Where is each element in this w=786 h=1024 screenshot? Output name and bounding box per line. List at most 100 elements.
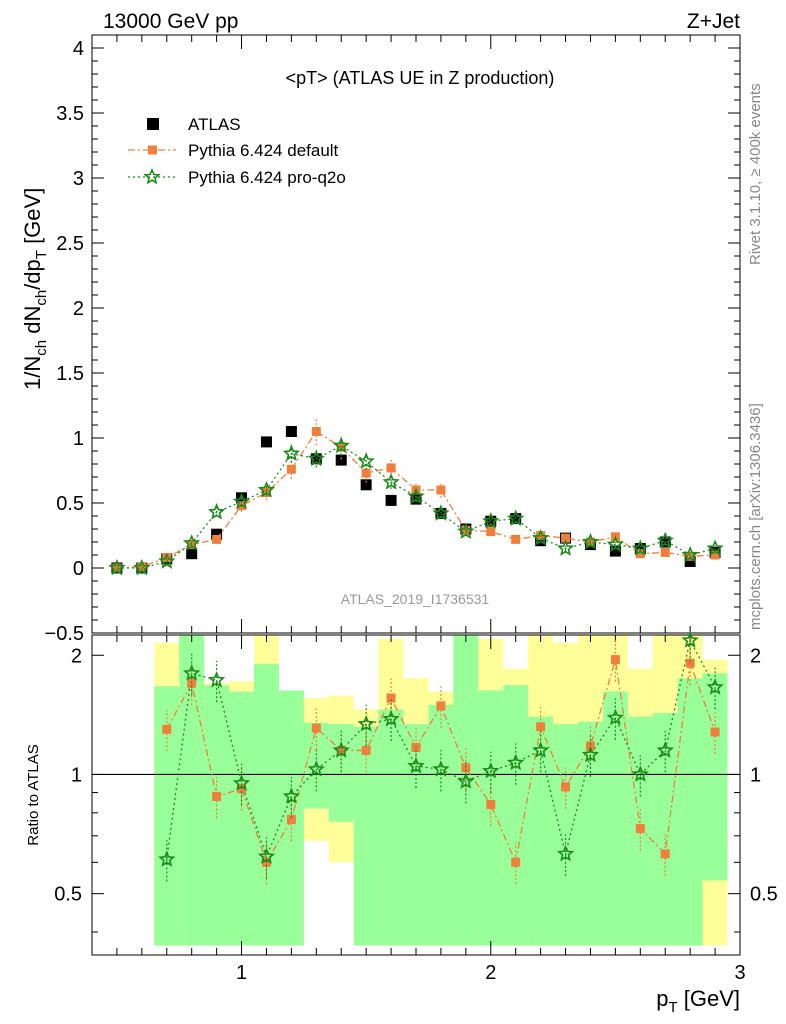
atlas-point	[360, 479, 372, 491]
x-axis-title: pT [GeV]	[656, 986, 740, 1016]
pythia-q2o-point	[532, 528, 550, 546]
pythia-q2o-point	[407, 487, 425, 504]
pythia-q2o-point	[232, 492, 251, 510]
y-tick-label: 1.5	[56, 363, 84, 385]
pythia-q2o-point	[581, 532, 600, 550]
ratio-q2o-point	[631, 765, 650, 782]
ratio-band-1sigma	[204, 685, 230, 946]
atlas-point	[609, 545, 621, 557]
ratio-default-point	[710, 727, 720, 737]
ratio-default-point	[286, 814, 296, 824]
ratio-default-point	[660, 849, 670, 859]
ratio-q2o-point	[232, 774, 251, 791]
pythia-q2o-point	[656, 531, 674, 549]
legend-entry-label: Pythia 6.424 default	[188, 141, 339, 160]
pythia-default-point	[710, 550, 720, 560]
ratio-default-point	[536, 722, 546, 732]
pythia-q2o-point	[257, 480, 276, 498]
atlas-point	[335, 454, 347, 466]
ratio-q2o-point	[307, 760, 326, 777]
x-tick-label: 2	[485, 962, 496, 984]
pythia-q2o-point	[606, 535, 624, 552]
ratio-q2o-point	[432, 760, 450, 777]
process-label: Z+Jet	[687, 10, 740, 33]
legend-entry-label: ATLAS	[188, 115, 241, 134]
ratio-q2o-point	[706, 678, 724, 695]
ratio-default-point	[561, 782, 571, 792]
pythia-q2o-point	[706, 539, 724, 556]
y-tick-label: 1	[73, 428, 84, 450]
legend-atlas-marker	[147, 118, 159, 130]
legend: ATLAS Pythia 6.424 default Pythia 6.424 pr…	[128, 115, 346, 187]
ratio-q2o-point	[382, 710, 400, 727]
pythia-default-point	[561, 533, 571, 543]
pythia-default-point	[660, 547, 670, 557]
atlas-point	[385, 494, 397, 506]
ratio-q2o-point	[581, 745, 600, 763]
ratio-y-axis-title: Ratio to ATLAS	[25, 744, 42, 845]
legend-entry-label: Pythia 6.424 pro-q2o	[188, 168, 346, 187]
y-tick-label: 3	[73, 168, 84, 190]
pythia-q2o-point	[282, 444, 300, 461]
ratio-default-point	[212, 791, 222, 801]
ratio-q2o-point	[532, 741, 550, 758]
ratio-default-point	[585, 741, 595, 751]
y-tick-label: 0.5	[56, 493, 84, 515]
pythia-q2o-line	[116, 445, 716, 569]
ratio-q2o-point	[656, 741, 674, 758]
atlas-point	[634, 543, 646, 554]
ratio-band-1sigma	[602, 691, 628, 946]
x-tick-label: 1	[236, 962, 247, 984]
ratio-default-point	[386, 693, 396, 703]
ratio-y-tick-label: 0.5	[54, 884, 82, 906]
ratio-default-point	[685, 658, 695, 668]
ratio-q2o-point	[681, 631, 699, 648]
pythia-q2o-point	[182, 534, 201, 551]
pythia-default-point	[635, 549, 645, 559]
pythia-q2o-point	[482, 512, 500, 529]
pythia-q2o-point	[332, 436, 350, 454]
pythia-q2o-point	[631, 539, 650, 556]
pythia-q2o-point	[556, 539, 575, 556]
atlas-point	[285, 426, 297, 437]
ratio-default-point	[635, 824, 645, 834]
pythia-default-point	[386, 463, 396, 473]
pythia-q2o-point	[158, 552, 176, 569]
ratio-q2o-point	[332, 741, 350, 758]
rivet-version-label: Rivet 3.1.10, ≥ 400k events	[747, 83, 764, 265]
ratio-y-tick-label: 2	[71, 645, 82, 667]
ratio-plot-area: 0.5 0.5 1 1 2 2 1 2 3	[54, 631, 778, 984]
ratio-q2o-point	[257, 847, 276, 864]
y-tick-label: 2	[73, 298, 84, 320]
pythia-default-point	[486, 527, 496, 537]
ratio-default-point	[486, 799, 496, 809]
mcplots-source-label: mcplots.cern.ch [arXiv:1306.3436]	[747, 403, 764, 630]
pythia-q2o-point	[681, 545, 699, 563]
ratio-default-point	[162, 724, 172, 734]
pythia-q2o-point	[307, 449, 326, 467]
pythia-q2o-point	[108, 558, 126, 576]
ratio-band-1sigma	[229, 691, 254, 946]
atlas-point	[186, 548, 198, 560]
ratio-band-1sigma	[254, 664, 279, 946]
y-tick-label: 2.5	[56, 233, 84, 255]
ratio-y-tick-label-right: 1	[750, 764, 761, 786]
y-tick-label: 0	[73, 558, 84, 580]
ratio-q2o-point	[556, 844, 575, 862]
ratio-default-point	[436, 701, 446, 711]
ratio-band-1sigma	[677, 678, 703, 946]
pythia-default-point	[212, 534, 222, 544]
ratio-q2o-point	[482, 762, 500, 779]
pythia-q2o-point	[506, 509, 525, 526]
pythia-q2o-point	[432, 504, 450, 521]
pythia-default-point	[311, 427, 321, 436]
x-tick-label: 3	[734, 962, 745, 984]
ratio-q2o-point	[357, 714, 375, 732]
pythia-default-point	[162, 553, 172, 563]
pythia-q2o-point	[357, 452, 375, 469]
ratio-default-point	[461, 763, 471, 773]
pythia-q2o-point	[457, 522, 475, 540]
legend-q2o-marker	[143, 167, 161, 185]
ratio-q2o-point	[606, 708, 624, 726]
